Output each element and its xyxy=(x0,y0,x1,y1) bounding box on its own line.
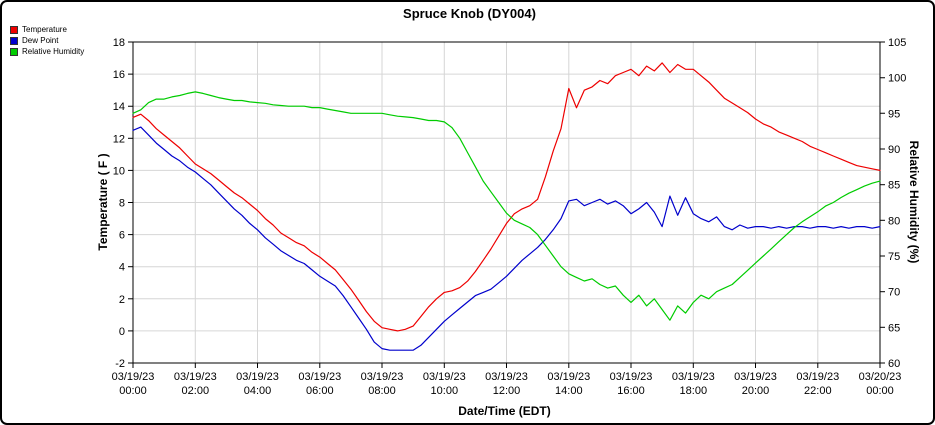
temperature-swatch-icon xyxy=(10,26,18,34)
svg-text:03/19/23: 03/19/23 xyxy=(796,371,839,383)
svg-text:-2: -2 xyxy=(115,358,125,370)
svg-text:12:00: 12:00 xyxy=(493,385,521,397)
svg-text:20:00: 20:00 xyxy=(742,385,770,397)
x-axis-label: Date/Time (EDT) xyxy=(458,404,551,418)
svg-text:6: 6 xyxy=(119,230,125,242)
svg-text:14:00: 14:00 xyxy=(555,385,583,397)
svg-text:03/19/23: 03/19/23 xyxy=(610,371,653,383)
svg-text:95: 95 xyxy=(888,108,900,120)
legend-item-relative-humidity: Relative Humidity xyxy=(10,48,84,56)
svg-text:03/19/23: 03/19/23 xyxy=(547,371,590,383)
svg-text:100: 100 xyxy=(888,73,906,85)
svg-text:06:00: 06:00 xyxy=(306,385,334,397)
svg-text:16:00: 16:00 xyxy=(617,385,645,397)
svg-text:12: 12 xyxy=(113,133,125,145)
svg-text:22:00: 22:00 xyxy=(804,385,832,397)
svg-text:03/20/23: 03/20/23 xyxy=(859,371,902,383)
svg-text:02:00: 02:00 xyxy=(182,385,210,397)
legend-item-temperature: Temperature xyxy=(10,26,84,34)
svg-text:60: 60 xyxy=(888,358,900,370)
svg-text:4: 4 xyxy=(119,262,125,274)
svg-text:18: 18 xyxy=(113,37,125,49)
dew-point-swatch-icon xyxy=(10,37,18,45)
svg-text:75: 75 xyxy=(888,251,900,263)
svg-text:16: 16 xyxy=(113,69,125,81)
svg-text:00:00: 00:00 xyxy=(119,385,147,397)
legend-label-dew-point: Dew Point xyxy=(22,36,59,45)
relative-humidity-swatch-icon xyxy=(10,48,18,56)
svg-text:10:00: 10:00 xyxy=(431,385,459,397)
svg-text:03/19/23: 03/19/23 xyxy=(236,371,279,383)
svg-text:14: 14 xyxy=(113,101,125,113)
svg-text:03/19/23: 03/19/23 xyxy=(361,371,404,383)
svg-text:03/19/23: 03/19/23 xyxy=(298,371,341,383)
chart-title: Spruce Knob (DY004) xyxy=(403,6,536,21)
y-axis-label-right: Relative Humidity (%) xyxy=(907,140,921,264)
svg-text:18:00: 18:00 xyxy=(680,385,708,397)
svg-text:85: 85 xyxy=(888,180,900,192)
svg-text:90: 90 xyxy=(888,144,900,156)
svg-text:2: 2 xyxy=(119,294,125,306)
y-axis-label-left: Temperature ( F ) xyxy=(96,153,110,251)
svg-text:80: 80 xyxy=(888,215,900,227)
legend-label-temperature: Temperature xyxy=(22,25,67,34)
svg-text:03/19/23: 03/19/23 xyxy=(485,371,528,383)
svg-text:03/19/23: 03/19/23 xyxy=(734,371,777,383)
svg-text:70: 70 xyxy=(888,287,900,299)
svg-text:8: 8 xyxy=(119,198,125,210)
svg-text:03/19/23: 03/19/23 xyxy=(174,371,217,383)
svg-text:105: 105 xyxy=(888,37,906,49)
svg-text:08:00: 08:00 xyxy=(368,385,396,397)
legend: Temperature Dew Point Relative Humidity xyxy=(10,26,84,56)
svg-text:04:00: 04:00 xyxy=(244,385,272,397)
legend-label-relative-humidity: Relative Humidity xyxy=(22,47,85,56)
svg-text:03/19/23: 03/19/23 xyxy=(672,371,715,383)
svg-text:03/19/23: 03/19/23 xyxy=(423,371,466,383)
svg-text:10: 10 xyxy=(113,165,125,177)
legend-item-dew-point: Dew Point xyxy=(10,37,84,45)
svg-text:00:00: 00:00 xyxy=(866,385,894,397)
svg-text:65: 65 xyxy=(888,322,900,334)
svg-text:0: 0 xyxy=(119,326,125,338)
svg-text:03/19/23: 03/19/23 xyxy=(112,371,155,383)
